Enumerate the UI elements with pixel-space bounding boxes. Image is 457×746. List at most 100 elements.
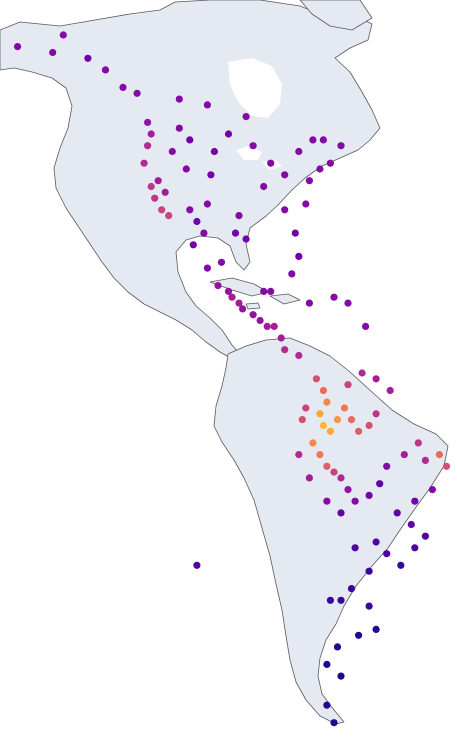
data-point-marker[interactable] <box>165 212 173 220</box>
data-point-marker[interactable] <box>428 486 436 494</box>
data-point-marker[interactable] <box>305 299 313 307</box>
data-point-marker[interactable] <box>309 136 317 144</box>
data-point-marker[interactable] <box>365 602 373 610</box>
data-point-marker[interactable] <box>242 113 250 121</box>
data-point-marker[interactable] <box>228 293 236 301</box>
data-point-marker[interactable] <box>365 421 373 430</box>
data-point-marker[interactable] <box>151 194 159 202</box>
data-point-marker[interactable] <box>316 165 324 173</box>
data-point-marker[interactable] <box>242 235 250 243</box>
data-point-marker[interactable] <box>323 462 331 470</box>
data-point-marker[interactable] <box>305 177 313 185</box>
data-point-marker[interactable] <box>203 101 211 109</box>
data-point-marker[interactable] <box>200 229 208 237</box>
data-point-marker[interactable] <box>175 124 183 132</box>
data-point-marker[interactable] <box>421 456 429 464</box>
data-point-marker[interactable] <box>414 439 422 447</box>
data-point-marker[interactable] <box>340 404 349 412</box>
data-point-marker[interactable] <box>59 31 67 39</box>
data-point-marker[interactable] <box>397 561 405 569</box>
data-point-marker[interactable] <box>323 398 331 406</box>
data-point-marker[interactable] <box>270 322 278 330</box>
data-point-marker[interactable] <box>277 334 285 342</box>
data-point-marker[interactable] <box>119 83 127 91</box>
data-point-marker[interactable] <box>319 421 327 430</box>
data-point-marker[interactable] <box>337 509 345 517</box>
data-point-marker[interactable] <box>207 171 215 179</box>
data-point-marker[interactable] <box>186 136 194 144</box>
data-point-marker[interactable] <box>372 538 380 546</box>
data-point-marker[interactable] <box>372 410 380 418</box>
data-point-marker[interactable] <box>295 351 303 360</box>
data-point-marker[interactable] <box>249 311 257 319</box>
data-point-marker[interactable] <box>175 95 183 103</box>
data-point-marker[interactable] <box>393 509 401 517</box>
data-point-marker[interactable] <box>295 252 303 260</box>
data-point-marker[interactable] <box>217 258 226 266</box>
data-point-marker[interactable] <box>358 369 366 377</box>
data-point-marker[interactable] <box>260 287 268 295</box>
data-point-marker[interactable] <box>193 217 201 226</box>
data-point-marker[interactable] <box>144 142 152 150</box>
data-point-marker[interactable] <box>239 305 247 313</box>
data-point-marker[interactable] <box>319 136 327 144</box>
data-point-marker[interactable] <box>147 130 155 138</box>
data-point-marker[interactable] <box>355 631 363 639</box>
data-point-marker[interactable] <box>337 142 345 150</box>
data-point-marker[interactable] <box>319 386 327 395</box>
data-point-marker[interactable] <box>344 299 352 307</box>
data-point-marker[interactable] <box>182 165 190 173</box>
data-point-marker[interactable] <box>386 386 394 395</box>
data-point-marker[interactable] <box>224 130 233 138</box>
data-point-marker[interactable] <box>323 497 331 505</box>
data-point-marker[interactable] <box>214 282 222 290</box>
data-point-marker[interactable] <box>407 520 415 529</box>
data-point-marker[interactable] <box>337 596 345 604</box>
data-point-marker[interactable] <box>203 264 211 272</box>
data-point-marker[interactable] <box>235 212 243 220</box>
data-point-marker[interactable] <box>193 561 201 569</box>
data-point-marker[interactable] <box>312 375 320 383</box>
data-point-marker[interactable] <box>323 701 331 709</box>
data-point-marker[interactable] <box>355 427 363 435</box>
data-point-marker[interactable] <box>330 719 338 727</box>
data-point-marker[interactable] <box>383 550 391 558</box>
data-point-marker[interactable] <box>411 544 419 552</box>
data-point-marker[interactable] <box>344 486 352 494</box>
data-point-marker[interactable] <box>351 497 359 505</box>
data-point-marker[interactable] <box>435 451 443 459</box>
data-point-marker[interactable] <box>84 54 92 62</box>
data-point-marker[interactable] <box>168 147 176 156</box>
data-point-marker[interactable] <box>337 474 345 482</box>
data-point-marker[interactable] <box>326 427 334 435</box>
data-point-marker[interactable] <box>316 451 324 459</box>
data-point-marker[interactable] <box>189 241 197 249</box>
data-point-marker[interactable] <box>295 451 303 459</box>
data-point-marker[interactable] <box>302 200 310 208</box>
data-point-marker[interactable] <box>305 474 313 482</box>
data-point-marker[interactable] <box>362 322 370 330</box>
data-point-marker[interactable] <box>101 66 110 74</box>
data-point-marker[interactable] <box>260 182 268 191</box>
data-point-marker[interactable] <box>365 567 373 575</box>
data-point-marker[interactable] <box>267 159 275 167</box>
data-point-marker[interactable] <box>147 182 155 191</box>
data-point-marker[interactable] <box>298 416 306 424</box>
data-point-marker[interactable] <box>421 532 429 540</box>
data-point-marker[interactable] <box>344 381 352 389</box>
data-point-marker[interactable] <box>210 147 218 156</box>
data-point-marker[interactable] <box>158 206 166 214</box>
data-point-marker[interactable] <box>330 468 338 476</box>
data-point-marker[interactable] <box>383 462 391 470</box>
data-point-marker[interactable] <box>326 159 334 167</box>
data-point-marker[interactable] <box>235 299 243 307</box>
data-point-marker[interactable] <box>288 270 296 278</box>
data-point-marker[interactable] <box>291 229 299 237</box>
data-point-marker[interactable] <box>231 229 240 237</box>
data-point-marker[interactable] <box>224 287 233 295</box>
data-point-marker[interactable] <box>203 200 211 208</box>
data-point-marker[interactable] <box>316 410 324 418</box>
data-point-marker[interactable] <box>330 293 338 301</box>
data-point-marker[interactable] <box>411 497 419 505</box>
